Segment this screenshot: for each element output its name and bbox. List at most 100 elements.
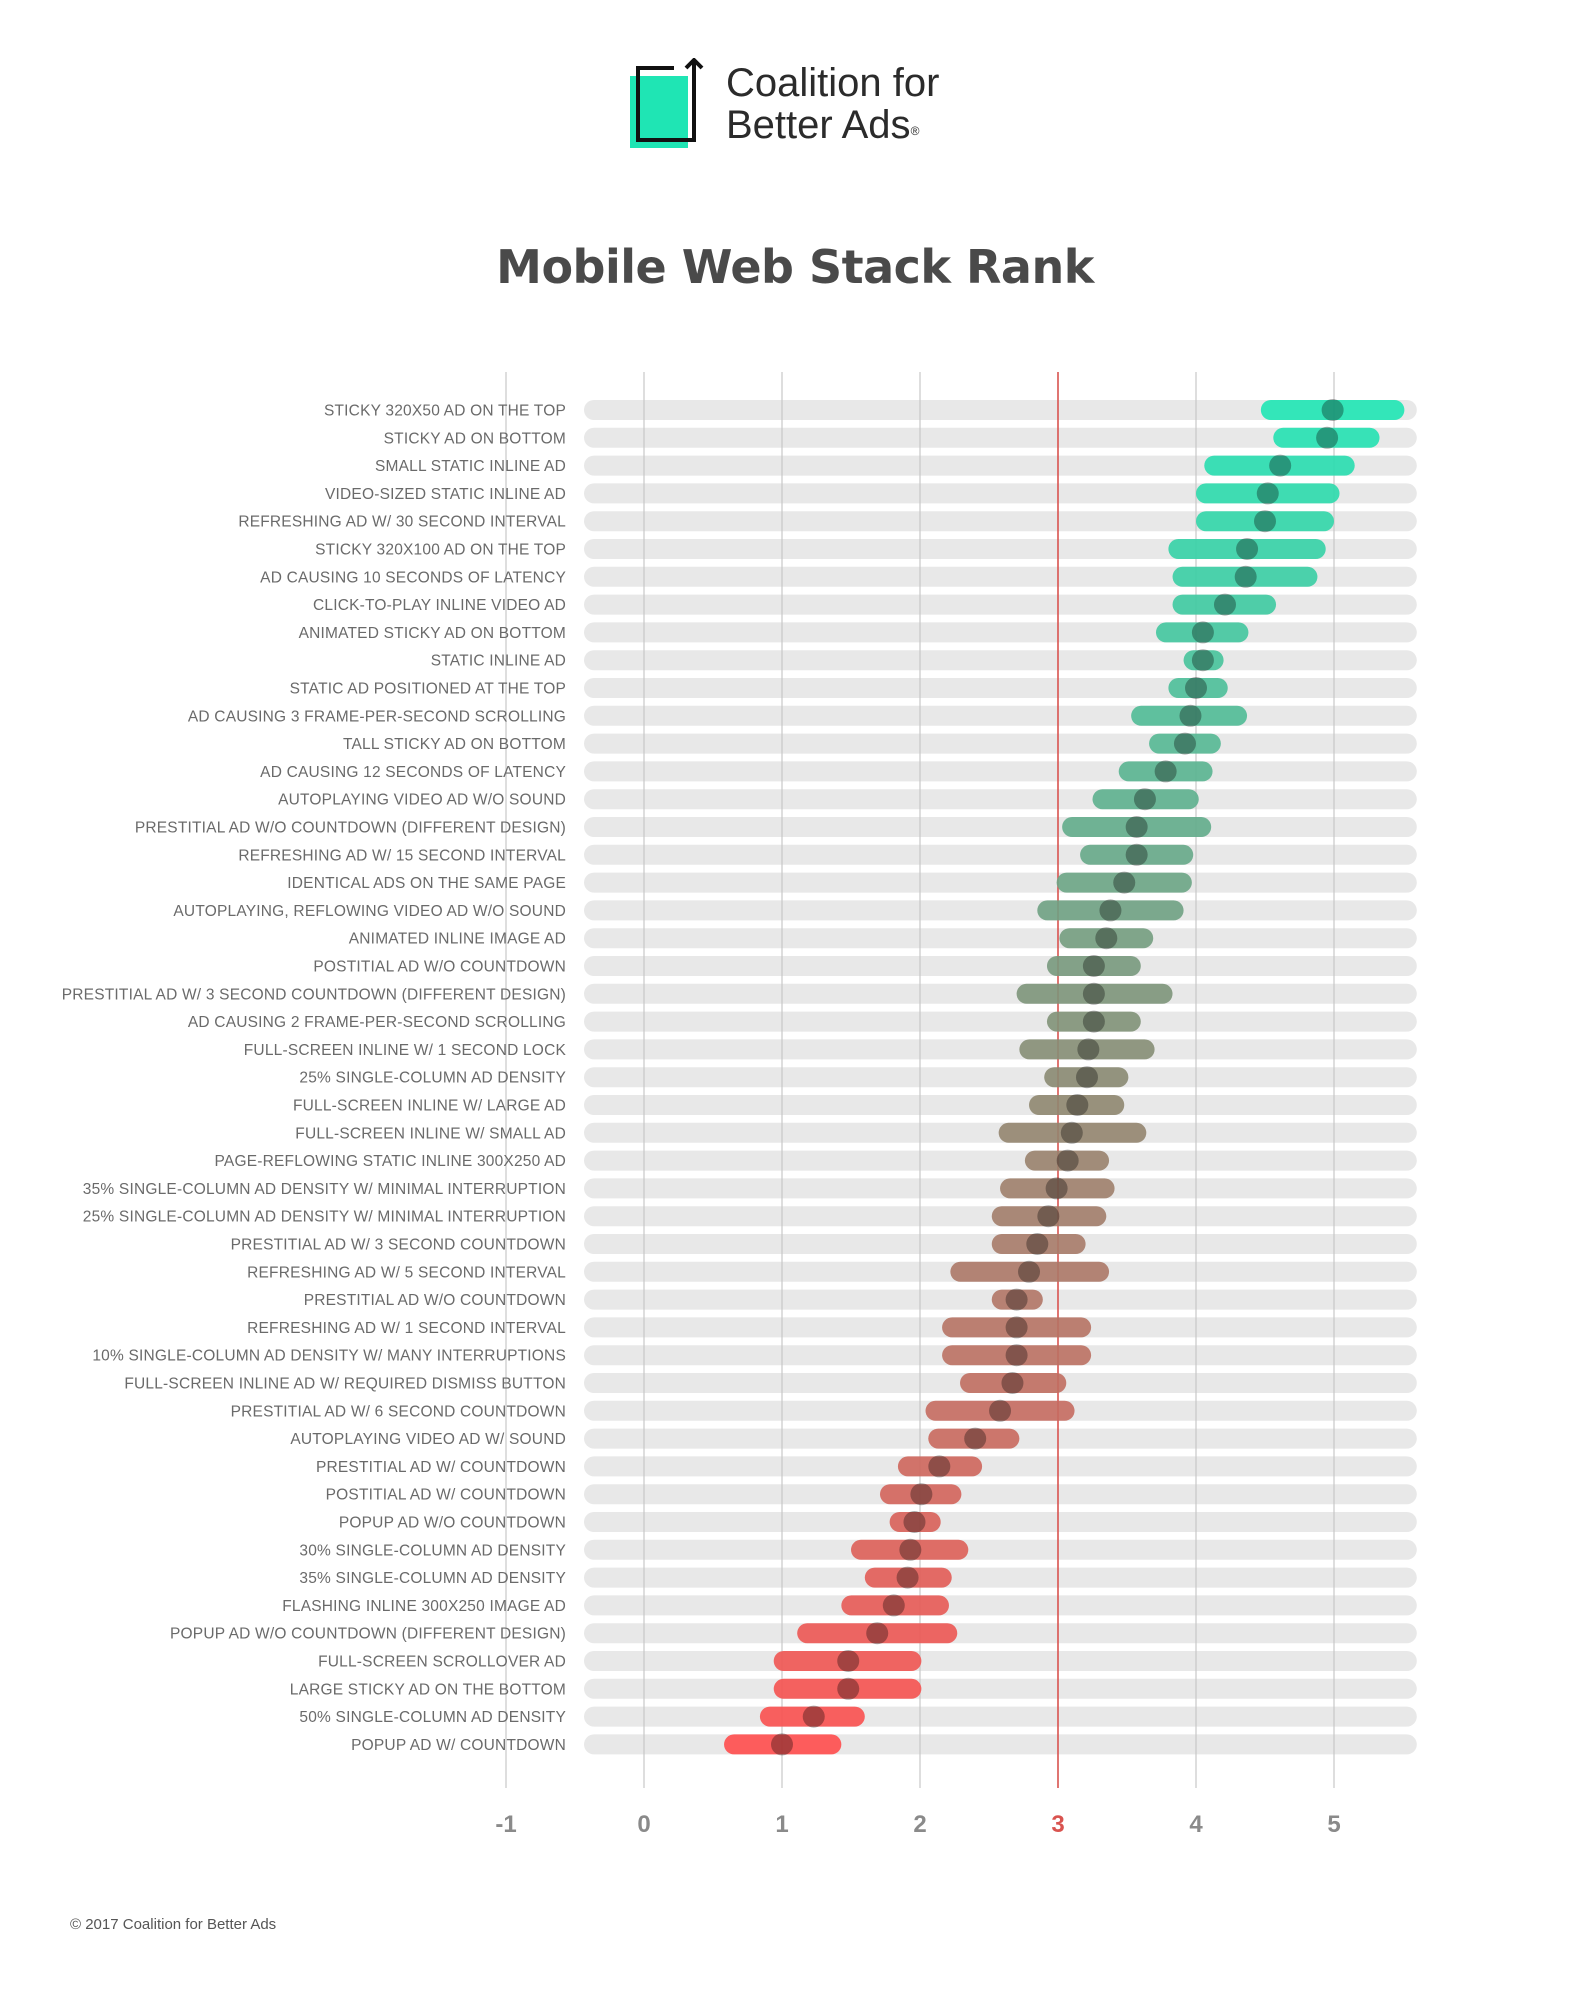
category-label: POPUP AD W/ COUNTDOWN	[351, 1737, 566, 1754]
range-bar	[991, 1289, 1043, 1310]
category-label: PRESTITIAL AD W/O COUNTDOWN	[304, 1292, 566, 1309]
range-bar	[928, 1428, 1020, 1449]
score-dot	[1133, 788, 1156, 811]
row-track	[584, 1011, 1417, 1032]
category-label: STATIC AD POSITIONED AT THE TOP	[290, 681, 566, 698]
category-label: 30% SINGLE-COLUMN AD DENSITY	[299, 1542, 566, 1559]
row-track	[584, 705, 1417, 726]
x-tick-label: 0	[637, 1811, 650, 1838]
row-track	[584, 1567, 1417, 1588]
x-tick-label: -1	[495, 1811, 516, 1838]
score-dot	[771, 1733, 793, 1756]
category-label: 10% SINGLE-COLUMN AD DENSITY W/ MANY INT…	[92, 1348, 566, 1365]
category-label: FULL-SCREEN INLINE W/ SMALL AD	[295, 1125, 566, 1142]
category-label: FLASHING INLINE 300X250 IMAGE AD	[282, 1598, 566, 1615]
category-label: PAGE-REFLOWING STATIC INLINE 300X250 AD	[215, 1153, 566, 1170]
range-bar	[942, 1345, 1092, 1366]
row-track	[584, 1651, 1417, 1671]
row-track	[584, 678, 1417, 698]
range-bar	[1118, 761, 1213, 782]
category-label: STICKY 320X50 AD ON THE TOP	[324, 403, 566, 420]
category-label: POPUP AD W/O COUNTDOWN	[339, 1515, 566, 1532]
range-bar	[1044, 1067, 1129, 1088]
score-dot	[1026, 1233, 1049, 1255]
row-track	[584, 1067, 1417, 1088]
range-bar	[1000, 1178, 1115, 1199]
score-dot	[928, 1455, 951, 1478]
score-dot	[964, 1427, 987, 1450]
category-label: VIDEO-SIZED STATIC INLINE AD	[325, 486, 566, 503]
category-label: POSTITIAL AD W/O COUNTDOWN	[313, 959, 566, 976]
score-dot	[1321, 399, 1344, 421]
row-track	[584, 1456, 1417, 1477]
range-bar	[942, 1317, 1092, 1338]
score-dot	[866, 1622, 889, 1645]
category-label: REFRESHING AD W/ 1 SECOND INTERVAL	[247, 1320, 566, 1337]
category-label: AD CAUSING 10 SECONDS OF LATENCY	[260, 569, 566, 586]
category-label: PRESTITIAL AD W/ 3 SECOND COUNTDOWN (DIF…	[62, 986, 566, 1003]
category-label: POPUP AD W/O COUNTDOWN (DIFFERENT DESIGN…	[170, 1626, 566, 1643]
category-label: LARGE STICKY AD ON THE BOTTOM	[290, 1681, 566, 1698]
range-bar	[991, 1206, 1107, 1227]
category-label: AUTOPLAYING VIDEO AD W/ SOUND	[290, 1431, 566, 1448]
row-track	[584, 1623, 1417, 1644]
x-tick-label: 3	[1051, 1811, 1064, 1838]
score-dot	[896, 1566, 919, 1589]
range-bar	[998, 1122, 1147, 1143]
category-label: AD CAUSING 3 FRAME-PER-SECOND SCROLLING	[188, 708, 566, 725]
brand-name-line2: Better Ads	[726, 103, 911, 147]
row-track	[584, 733, 1417, 754]
range-bar	[925, 1400, 1075, 1421]
range-bar	[864, 1567, 952, 1588]
score-dot	[1060, 1121, 1083, 1144]
row-track	[584, 956, 1417, 976]
category-label: REFRESHING AD W/ 30 SECOND INTERVAL	[238, 514, 566, 531]
row-track	[584, 1734, 1417, 1755]
range-bar	[773, 1651, 922, 1671]
category-label: TALL STICKY AD ON BOTTOM	[343, 736, 566, 753]
score-dot	[837, 1650, 860, 1672]
range-bar	[1183, 650, 1224, 671]
range-bar	[1273, 427, 1380, 448]
score-dot	[1005, 1288, 1028, 1311]
score-dot	[1075, 1066, 1098, 1089]
category-label: STICKY AD ON BOTTOM	[384, 430, 566, 447]
score-dot	[1316, 426, 1339, 449]
score-dot	[1125, 843, 1148, 866]
category-label: REFRESHING AD W/ 5 SECOND INTERVAL	[247, 1264, 566, 1281]
score-dot	[989, 1399, 1012, 1422]
category-label: STICKY 320X100 AD ON THE TOP	[315, 542, 566, 559]
category-label: REFRESHING AD W/ 15 SECOND INTERVAL	[238, 847, 566, 864]
range-bar	[851, 1539, 969, 1560]
score-dot	[1001, 1372, 1024, 1394]
score-dot	[903, 1511, 926, 1533]
category-label: AD CAUSING 2 FRAME-PER-SECOND SCROLLING	[188, 1014, 566, 1031]
row-track	[584, 1595, 1417, 1616]
range-bar	[1046, 956, 1141, 976]
range-bar	[759, 1706, 865, 1727]
category-label: 50% SINGLE-COLUMN AD DENSITY	[299, 1709, 566, 1726]
row-track	[584, 872, 1417, 893]
x-tick-label: 1	[775, 1811, 788, 1838]
score-dot	[1099, 899, 1122, 922]
range-bar	[1155, 622, 1249, 643]
range-bar	[1080, 844, 1194, 865]
score-dot	[1005, 1316, 1028, 1339]
category-label: FULL-SCREEN SCROLLOVER AD	[318, 1654, 566, 1671]
score-dot	[1066, 1094, 1089, 1116]
row-track	[584, 817, 1417, 837]
row-track	[584, 1039, 1417, 1060]
range-bar	[1149, 733, 1221, 754]
range-bar	[1168, 539, 1326, 559]
range-bar	[950, 1261, 1110, 1282]
score-dot	[1191, 621, 1214, 644]
range-bar	[1056, 872, 1192, 893]
category-label: 35% SINGLE-COLUMN AD DENSITY	[299, 1570, 566, 1587]
range-bar	[1196, 483, 1340, 504]
score-dot	[1269, 454, 1292, 477]
row-track	[584, 400, 1417, 420]
score-dot	[1236, 538, 1259, 560]
score-dot	[1154, 760, 1177, 783]
score-dot	[1082, 982, 1105, 1005]
category-label: PRESTITIAL AD W/ COUNTDOWN	[316, 1459, 566, 1476]
